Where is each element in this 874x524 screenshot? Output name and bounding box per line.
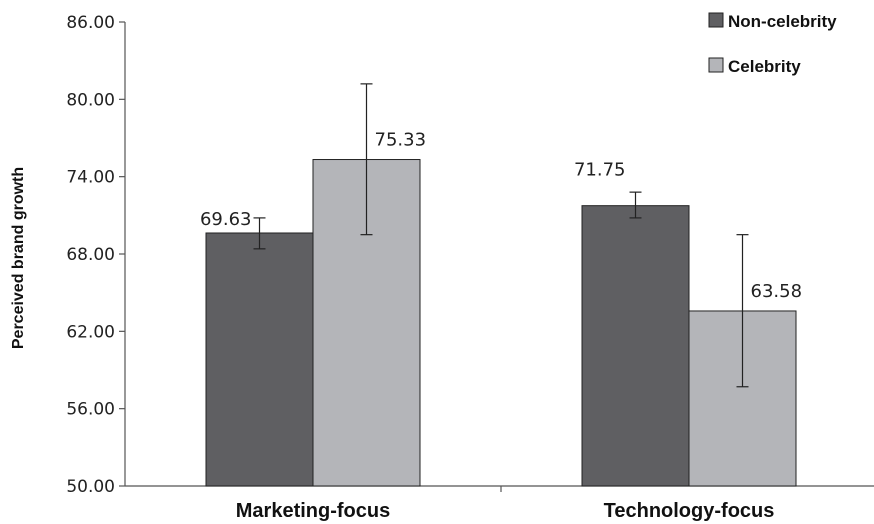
y-tick-label: 50.00 (66, 477, 115, 497)
legend: Non-celebrity Celebrity (708, 12, 837, 76)
y-tick-label: 68.00 (66, 245, 115, 265)
data-label: 71.75 (574, 160, 626, 181)
legend-label: Celebrity (728, 57, 801, 76)
data-label: 63.58 (751, 281, 803, 302)
x-category-label: Marketing-focus (236, 500, 390, 522)
legend-swatch (708, 12, 724, 28)
y-tick-label: 56.00 (66, 400, 115, 420)
data-label: 75.33 (375, 130, 427, 151)
bars: 69.63 75.33 71.75 63.58 (200, 83, 803, 487)
legend-label: Non-celebrity (728, 12, 837, 31)
y-tick-label: 80.00 (66, 90, 115, 110)
y-tick-label: 74.00 (66, 168, 115, 188)
bar (581, 205, 690, 487)
axes: 50.00 56.00 62.00 68.00 74.00 80.00 86.00 Marke… (66, 13, 874, 522)
y-axis-label: Perceived brand growth (10, 167, 27, 349)
bar (205, 232, 314, 487)
y-tick-label: 62.00 (66, 322, 115, 342)
legend-swatch (708, 57, 724, 73)
data-label: 69.63 (200, 209, 252, 230)
y-tick-label: 86.00 (66, 13, 115, 33)
x-category-label: Technology-focus (604, 500, 775, 522)
